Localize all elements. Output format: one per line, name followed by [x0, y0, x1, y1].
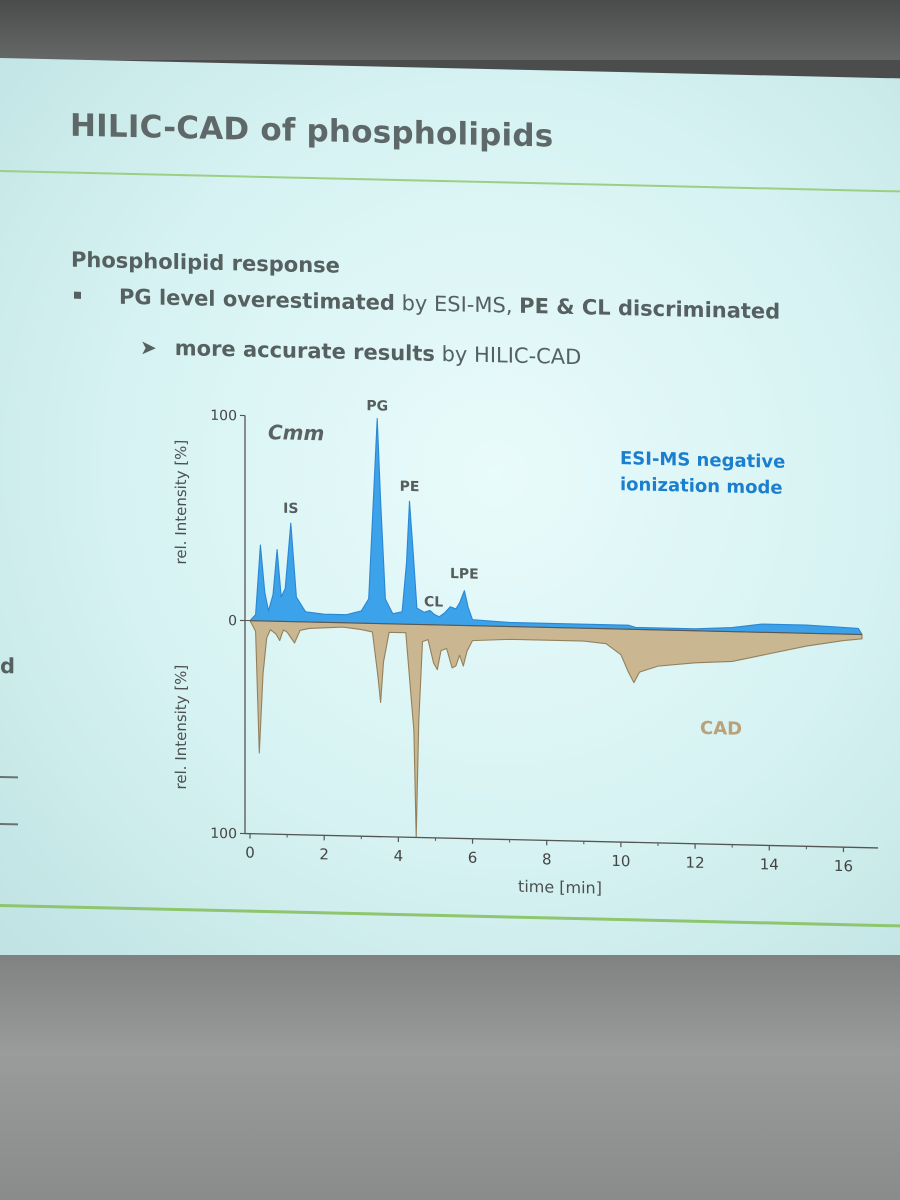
chromatogram-chart: 0 100 100 0 2 4 6 8 10 12 14 16 time [min] rel. Inten…	[172, 398, 878, 898]
x-tick-label: 8	[542, 850, 552, 868]
x-tick-label: 16	[834, 857, 853, 875]
y-axis-label-bottom: rel. Intensity [%]	[172, 665, 190, 790]
y-axis-label-top: rel. Intensity [%]	[172, 440, 190, 565]
cad-series-area	[249, 620, 863, 838]
x-tick-label: 6	[468, 849, 478, 867]
x-tick-label: 14	[760, 855, 779, 873]
x-axis	[245, 832, 878, 849]
zero-baseline	[245, 620, 862, 636]
presentation-slide: HILIC-CAD of phospholipids Phospholipid …	[0, 58, 900, 979]
peak-label-lpe: LPE	[450, 566, 479, 583]
x-tick-label: 0	[245, 844, 255, 862]
x-tick-label: 10	[611, 852, 630, 870]
wall-bottom	[0, 955, 900, 1200]
peak-label-cl: CL	[424, 594, 443, 610]
y-tick-label-top: 100	[210, 408, 237, 425]
x-axis-label: time [min]	[518, 877, 602, 898]
chart-title: Cmm	[268, 420, 324, 445]
wall-top	[0, 0, 900, 60]
y-tick-label-top: 0	[228, 613, 237, 629]
x-tick-label: 12	[686, 854, 705, 872]
x-tick-label: 2	[319, 845, 329, 863]
peak-label-pg: PG	[366, 398, 388, 414]
esi-series-label: ionization mode	[620, 474, 783, 499]
esi-ms-series-area	[249, 418, 863, 636]
y-tick-label-bottom: 100	[210, 826, 237, 843]
peak-label-pe: PE	[400, 479, 420, 495]
x-tick-label: 4	[394, 847, 404, 865]
cad-series-label: CAD	[700, 718, 742, 740]
peak-label-is: IS	[283, 501, 298, 517]
esi-series-label: ESI-MS negative	[620, 448, 785, 473]
